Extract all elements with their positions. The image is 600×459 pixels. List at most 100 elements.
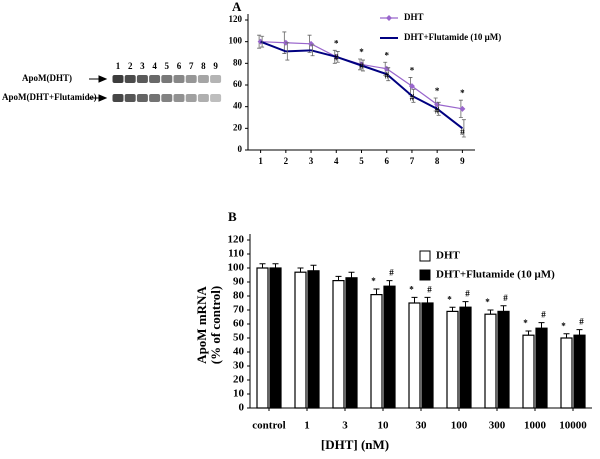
lane-label: 8: [201, 61, 206, 71]
lane-label: 4: [152, 61, 157, 71]
legend-marker: [386, 15, 392, 21]
blot-band: [161, 94, 173, 102]
chart-title: B: [228, 209, 237, 224]
bar: [535, 327, 548, 409]
bar: [383, 285, 396, 409]
bar: [497, 310, 510, 409]
significance-label: #: [579, 317, 584, 327]
bar: [459, 306, 472, 409]
error-bar: [285, 42, 290, 61]
significance-label: #: [410, 92, 415, 102]
x-tick-label: 1000: [524, 420, 547, 432]
x-tick-label: 9: [460, 156, 465, 166]
y-tick-label: 100: [229, 36, 243, 46]
significance-label: *: [359, 47, 364, 57]
y-tick-label: 50: [233, 332, 245, 344]
lane-label: 9: [213, 61, 218, 71]
error-bar: [500, 305, 507, 312]
lane-label: 1: [116, 61, 121, 71]
y-tick-label: 10: [233, 388, 245, 400]
point: [459, 105, 466, 112]
lane-label: 5: [165, 61, 170, 71]
bar: [573, 334, 586, 409]
legend-swatch: [419, 250, 431, 262]
significance-label: *: [485, 297, 490, 307]
error-bar: [259, 263, 266, 268]
blot-row-label: ApoM(DHT+Flutamide): [2, 92, 97, 102]
error-bar: [449, 306, 456, 312]
y-tick-label: 20: [233, 374, 245, 386]
significance-label: *: [409, 284, 414, 294]
bar: [522, 334, 535, 409]
bar: [345, 277, 358, 409]
significance-label: *: [410, 65, 415, 75]
y-tick-label: 90: [233, 276, 245, 288]
x-tick-label: 300: [489, 420, 506, 432]
y-tick-label: 60: [233, 318, 245, 330]
blot-band: [124, 94, 136, 102]
blot-band: [124, 75, 136, 83]
error-bar: [272, 263, 279, 268]
blot-row-label: ApoM(DHT): [22, 73, 72, 83]
y-tick-label: 120: [229, 14, 243, 24]
error-bar: [487, 309, 494, 315]
blot-arrows: [89, 75, 108, 102]
error-bar: [563, 333, 570, 338]
blot-band: [136, 94, 148, 102]
significance-label: *: [523, 318, 528, 328]
blot-band: [185, 75, 197, 83]
arrow-head: [98, 75, 108, 83]
blot-band: [112, 94, 124, 102]
y-axis-label: (% of control): [208, 286, 223, 364]
error-bar: [297, 267, 304, 273]
significance-label: #: [435, 105, 440, 115]
lane-label: 2: [128, 61, 133, 71]
y-axis-label: ApoM mRNA: [194, 286, 209, 364]
bar: [408, 302, 421, 409]
error-bar: [335, 51, 340, 63]
point: [408, 83, 415, 90]
error-bar: [462, 301, 469, 308]
chart-title: A: [232, 0, 242, 14]
y-tick-label: 70: [233, 304, 245, 316]
error-bar: [576, 329, 583, 336]
significance-label: #: [334, 52, 339, 62]
x-tick-label: 4: [334, 156, 339, 166]
y-tick-label: 80: [233, 290, 245, 302]
error-bar: [373, 288, 380, 295]
blot-band: [185, 94, 197, 102]
significance-label: #: [427, 284, 432, 294]
x-tick-label: 3: [309, 156, 314, 166]
y-tick-label: 40: [233, 346, 245, 358]
y-tick-label: 110: [228, 248, 244, 260]
error-bar: [411, 88, 416, 103]
y-tick-label: 120: [228, 234, 245, 246]
bar: [269, 267, 282, 409]
error-bar: [411, 296, 418, 303]
lane-label: 6: [177, 61, 182, 71]
bar: [256, 267, 269, 409]
significance-label: *: [561, 321, 566, 331]
blot-band: [210, 75, 222, 83]
bar: [370, 294, 383, 409]
x-tick-label: 8: [435, 156, 440, 166]
data-line: [260, 40, 464, 130]
significance-label: #: [503, 293, 508, 303]
x-axis-label: [DHT] (nM): [321, 437, 389, 452]
blot-band: [149, 75, 161, 83]
x-tick-label: 30: [416, 420, 428, 432]
significance-label: *: [371, 276, 376, 286]
legend-label: DHT: [436, 250, 461, 262]
blot-band: [197, 94, 209, 102]
error-bar: [310, 44, 315, 57]
x-tick-label: 100: [451, 420, 468, 432]
error-bar: [348, 271, 355, 278]
arrow-head: [98, 94, 108, 102]
significance-label: #: [389, 268, 394, 278]
error-bar: [361, 59, 365, 72]
bar: [560, 337, 573, 409]
bar: [421, 302, 434, 409]
error-bar: [335, 275, 342, 281]
error-bar: [386, 67, 391, 82]
y-tick-label: 0: [239, 402, 245, 414]
